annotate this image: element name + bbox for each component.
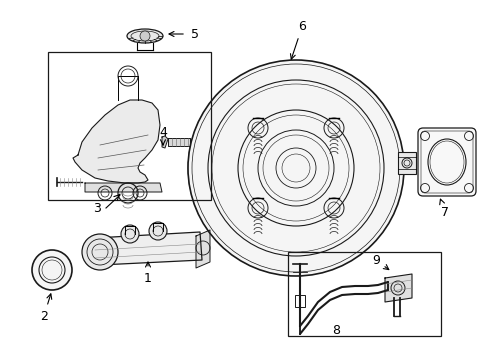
Circle shape <box>140 31 150 41</box>
Polygon shape <box>168 138 190 146</box>
Polygon shape <box>85 183 162 192</box>
Bar <box>287 252 440 336</box>
Text: 8: 8 <box>331 324 339 337</box>
Text: 3: 3 <box>93 202 101 215</box>
Bar <box>397 152 415 174</box>
Text: 2: 2 <box>40 294 52 323</box>
FancyBboxPatch shape <box>417 128 475 196</box>
Text: 7: 7 <box>439 199 448 219</box>
Polygon shape <box>162 136 168 148</box>
Bar <box>48 52 210 200</box>
Ellipse shape <box>127 29 163 43</box>
Text: 1: 1 <box>144 262 152 284</box>
Text: 4: 4 <box>159 126 166 145</box>
Text: 9: 9 <box>371 253 388 270</box>
Bar <box>294 295 305 307</box>
Polygon shape <box>384 274 411 302</box>
Text: 6: 6 <box>298 19 305 32</box>
Circle shape <box>121 225 139 243</box>
Circle shape <box>32 250 72 290</box>
Circle shape <box>149 222 167 240</box>
Circle shape <box>187 60 403 276</box>
Polygon shape <box>73 100 160 183</box>
Polygon shape <box>196 230 209 268</box>
Text: 5: 5 <box>191 27 199 41</box>
Circle shape <box>82 234 118 270</box>
Polygon shape <box>95 232 202 265</box>
